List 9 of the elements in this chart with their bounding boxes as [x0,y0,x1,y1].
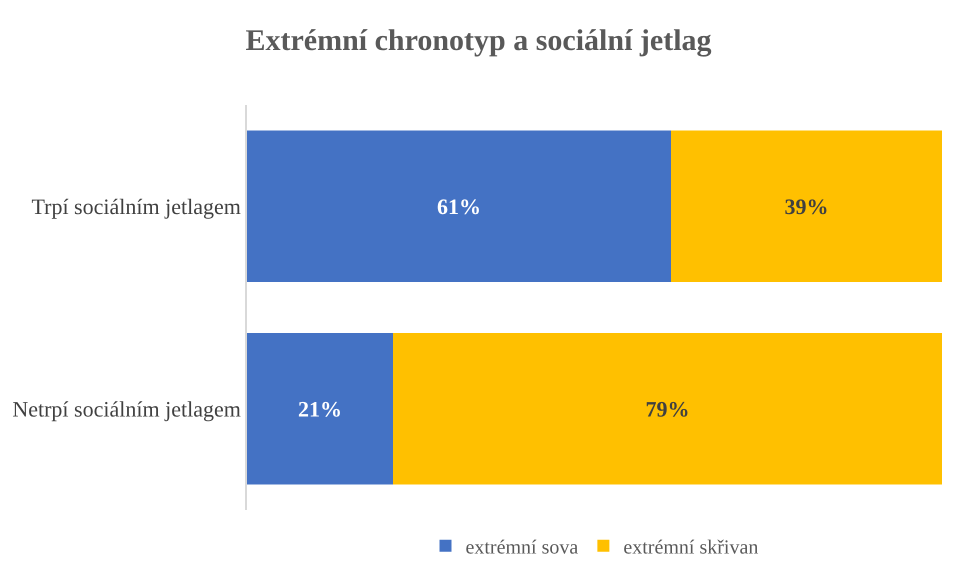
data-label: 39% [784,194,828,219]
legend-label: extrémní sova [466,536,578,558]
y-tick-label: Trpí sociálním jetlagem [31,194,241,219]
legend-label: extrémní skřivan [623,536,758,558]
data-label: 61% [436,194,481,219]
y-tick-label: Netrpí sociálním jetlagem [12,396,241,422]
data-label: 79% [645,396,690,422]
data-label: 21% [298,396,342,422]
chart-title: Extrémní chronotyp a sociální jetlag [245,24,712,57]
